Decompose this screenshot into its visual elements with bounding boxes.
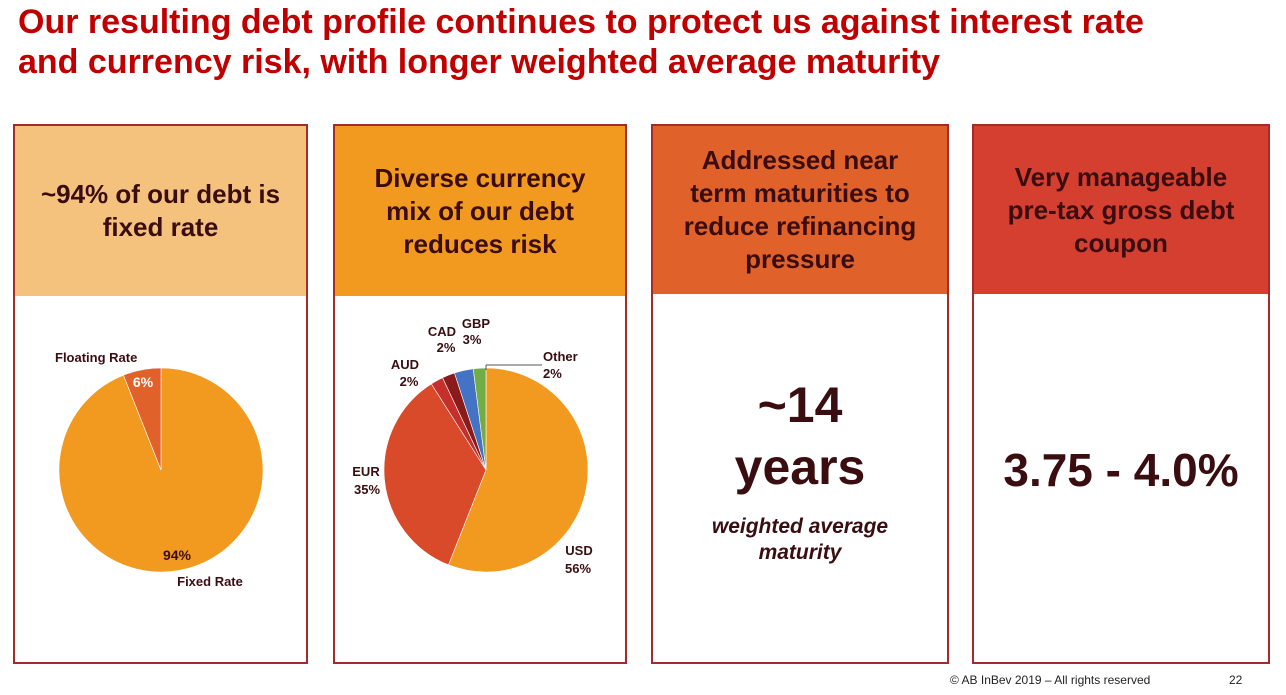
maturity-value: ~14 years [653,374,947,498]
pie-slice-eur [383,383,487,566]
pie2-label-aud-value: 2% [400,374,419,389]
pie1-slices [58,367,264,573]
pie1-label-fixed-name: Fixed Rate [177,574,243,589]
currency-pie-chart: CAD 2% GBP 3% Other 2% AUD 2% EUR 35% US… [352,316,592,576]
page-title: Our resulting debt profile continues to … [18,2,1268,82]
fixed-floating-pie-chart: Floating Rate 6% 94% Fixed Rate [55,350,264,589]
pie-slice-usd [448,367,589,573]
pie2-slices [383,367,589,573]
pie2-label-gbp-value: 3% [463,332,482,347]
pie1-label-floating-value: 6% [133,374,154,390]
panel-header-line: Addressed near [701,145,899,175]
panel-header-line: reduce refinancing [683,211,917,241]
copyright-notice: © AB InBev 2019 – All rights reserved [950,673,1151,687]
title-line-2: and currency risk, with longer weighted … [18,43,941,81]
fixed-rate-panel: ~94% of our debt is fixed rate Floating … [13,124,308,664]
maturity-value-line: years [734,439,866,495]
pie2-label-eur-name: EUR [352,464,380,479]
panel-header-line: pre-tax gross debt [1007,194,1235,225]
pie2-label-other-name: Other [543,349,578,364]
pie2-label-aud-name: AUD [391,357,419,372]
panel-header-line: reduces risk [403,228,557,259]
pie2-label-eur-value: 35% [354,482,380,497]
coupon-value: 3.75 - 4.0% [1003,444,1239,496]
panel-header-line: coupon [1074,227,1168,258]
panel-header-line: ~94% of our debt is [40,179,281,209]
pie2-label-usd-value: 56% [565,561,591,576]
panel-header-line: pressure [745,244,855,274]
maturity-caption-line: maturity [758,541,842,564]
title-line-1: Our resulting debt profile continues to … [18,3,1144,41]
pie2-label-other-value: 2% [543,366,562,381]
pie-slice-floating-rate [123,367,162,471]
panel-header-line: fixed rate [102,212,219,242]
panel-header-line: Very manageable [1014,161,1228,192]
pie2-label-cad-value: 2% [437,340,456,355]
maturity-panel: Addressed near term maturities to reduce… [651,124,949,664]
fixed-rate-panel-header: ~94% of our debt is fixed rate [15,126,306,296]
pie1-label-floating-name: Floating Rate [55,350,137,365]
maturity-caption-line: weighted average [711,515,889,538]
maturity-panel-header: Addressed near term maturities to reduce… [653,126,947,294]
currency-mix-panel-header: Diverse currency mix of our debt reduces… [335,126,625,296]
panel-header-line: term maturities to [690,178,910,208]
currency-mix-panel: Diverse currency mix of our debt reduces… [333,124,627,664]
pie1-label-fixed-value: 94% [163,547,192,563]
maturity-caption: weighted average maturity [653,514,947,566]
page-number: 22 [1229,673,1243,687]
panel-header-line: mix of our debt [386,195,574,226]
coupon-panel-header: Very manageable pre-tax gross debt coupo… [974,126,1268,294]
maturity-value-line: ~14 [757,377,843,433]
pie2-label-cad-name: CAD [428,324,456,339]
pie2-label-gbp-name: GBP [462,316,491,331]
coupon-panel: Very manageable pre-tax gross debt coupo… [972,124,1270,664]
pie2-label-usd-name: USD [565,543,592,558]
panel-header-line: Diverse currency [374,162,586,193]
